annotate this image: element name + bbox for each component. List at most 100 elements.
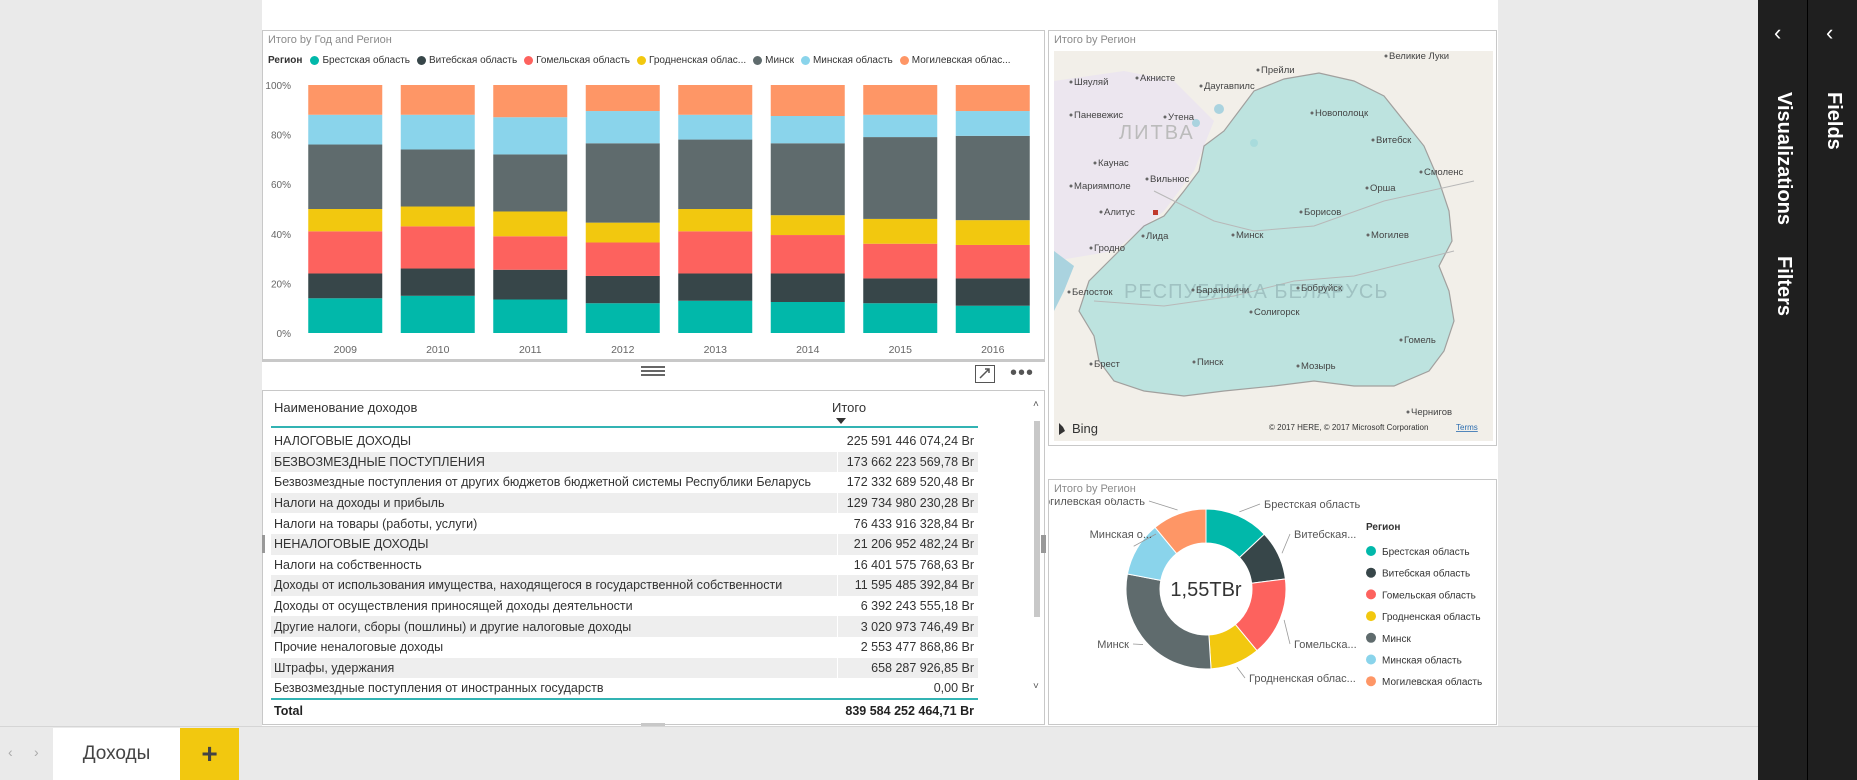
table-row[interactable]: Налоги на доходы и прибыль 129 734 980 23… <box>271 492 978 514</box>
cell-divider <box>837 554 838 576</box>
total-value: 839 584 252 464,71 Br <box>845 704 974 718</box>
scroll-up-icon[interactable]: ˄ <box>1033 399 1039 410</box>
table-row[interactable]: Прочие неналоговые доходы 2 553 477 868,8… <box>271 637 978 658</box>
table-row[interactable]: Штрафы, удержания 658 287 926,85 Br <box>271 657 978 679</box>
prev-page-icon[interactable]: ‹ <box>8 744 13 760</box>
table-row[interactable]: Доходы от осуществления приносящей доход… <box>271 595 978 617</box>
table-row[interactable]: Другие налоги, сборы (пошлины) и другие … <box>271 616 978 637</box>
legend-item[interactable]: Минская область <box>800 55 893 66</box>
bar-segment <box>308 114 383 145</box>
stacked-bar-chart: 0% 20% 40% 60% 80% 100% 2009 2010 2011 2012 2013 20… <box>265 81 1030 356</box>
scrollbar[interactable]: ˄ ˅ <box>1031 399 1043 695</box>
city-marker <box>1406 410 1410 414</box>
resize-handle[interactable] <box>262 360 1045 362</box>
column-header-total[interactable]: Итого <box>832 400 867 415</box>
collapse-visualizations-icon[interactable]: ‹ <box>1774 20 1782 45</box>
collapse-fields-icon[interactable]: ‹ <box>1826 20 1834 45</box>
resize-handle-right[interactable] <box>1041 535 1046 553</box>
y-tick-label: 60% <box>271 180 291 191</box>
page-tab-income[interactable]: Доходы <box>53 728 180 780</box>
cell-total: 11 595 485 392,84 Br <box>854 578 974 593</box>
city-label: Акнисте <box>1140 73 1175 84</box>
legend-item[interactable]: Витебская область <box>416 55 518 66</box>
cell-name: Налоги на доходы и прибыль <box>274 496 445 511</box>
legend-item[interactable]: Гомельская область <box>524 55 630 66</box>
city-marker <box>1256 68 1260 72</box>
bar-segment <box>585 222 660 243</box>
legend-item[interactable]: Минск <box>753 55 794 66</box>
legend-dot <box>800 56 810 65</box>
table-body: НАЛОГОВЫЕ ДОХОДЫ 225 591 446 074,24 Br БЕЗ… <box>263 391 1044 699</box>
legend-label: Гродненская облас... <box>649 55 747 66</box>
cell-total: 6 392 243 555,18 Br <box>860 599 974 614</box>
x-tick-label: 2015 <box>889 344 913 356</box>
lithuania-region <box>1054 71 1214 261</box>
city-label: Утена <box>1168 112 1195 123</box>
table-row[interactable]: Безвозмездные поступления от других бюдж… <box>271 472 978 493</box>
table-row[interactable]: Налоги на товары (работы, услуги) 76 433 … <box>271 513 978 534</box>
slice-leader-line <box>1132 643 1144 645</box>
city-label: Прейли <box>1261 65 1295 76</box>
x-tick-label: 2014 <box>796 344 820 356</box>
drag-grip[interactable] <box>641 366 665 376</box>
table-row[interactable]: НАЛОГОВЫЕ ДОХОДЫ 225 591 446 074,24 Br <box>271 431 978 452</box>
cell-divider <box>837 678 838 699</box>
y-tick-label: 100% <box>265 81 291 92</box>
table-row[interactable]: НЕНАЛОГОВЫЕ ДОХОДЫ 21 206 952 482,24 Br <box>271 534 978 555</box>
more-options-icon[interactable]: ••• <box>1010 362 1035 384</box>
sort-desc-icon[interactable] <box>836 418 846 424</box>
city-label: Смоленс <box>1424 167 1464 178</box>
city-label: Гродно <box>1094 243 1125 254</box>
country-label: РЕСПУБЛИКА БЕЛАРУСЬ <box>1124 281 1388 303</box>
bar-segment <box>585 111 660 144</box>
bar-segment <box>400 206 475 227</box>
focus-mode-icon[interactable] <box>975 365 995 383</box>
legend-label: Могилевская область <box>1382 676 1482 688</box>
table-total-row: Total 839 584 252 464,71 Br <box>271 698 978 722</box>
city-label: Шяуляй <box>1074 77 1108 88</box>
fields-pane-tab[interactable]: Fields <box>1823 92 1845 150</box>
bar-segment <box>400 114 475 150</box>
bar-segment <box>863 137 938 219</box>
slice-label: Минск <box>1097 639 1129 651</box>
bar-segment <box>863 243 938 279</box>
donut-visual[interactable]: Итого by Регион Брестская область Витебск… <box>1048 479 1497 725</box>
city-marker <box>1365 186 1369 190</box>
map-visual[interactable]: Итого by Регион ЛИТВА РЕСПУБЛИКА БЕЛАРУСЬ… <box>1048 30 1497 446</box>
bar-segment <box>585 143 660 223</box>
legend-item[interactable]: Могилевская облас... <box>899 55 1011 66</box>
add-page-button[interactable]: + <box>180 728 239 780</box>
cell-name: НЕНАЛОГОВЫЕ ДОХОДЫ <box>274 537 429 552</box>
legend-item[interactable]: Гродненская облас... <box>637 55 746 66</box>
cell-name: Безвозмездные поступления от иностранных… <box>274 681 604 696</box>
map-terms-link[interactable]: Terms <box>1456 423 1478 432</box>
legend-label: Минская область <box>1382 655 1462 667</box>
table-row[interactable]: Безвозмездные поступления от иностранных… <box>271 678 978 699</box>
legend-label: Витебская область <box>428 55 518 66</box>
next-page-icon[interactable]: › <box>34 744 39 760</box>
x-tick-label: 2013 <box>704 344 728 356</box>
cell-name: Налоги на товары (работы, услуги) <box>274 516 478 531</box>
table-row[interactable]: БЕЗВОЗМЕЗДНЫЕ ПОСТУПЛЕНИЯ 173 662 223 569… <box>271 451 978 473</box>
column-header-name[interactable]: Наименование доходов <box>274 400 418 415</box>
city-marker <box>1384 54 1388 58</box>
filled-map[interactable]: ЛИТВА РЕСПУБЛИКА БЕЛАРУСЬ Великие Луки Прей… <box>1054 51 1493 441</box>
bar-segment <box>585 303 660 333</box>
scroll-down-icon[interactable]: ˅ <box>1033 681 1039 692</box>
city-label: Гомель <box>1404 335 1436 346</box>
legend-item[interactable]: Брестская область <box>310 55 410 66</box>
city-marker <box>1135 76 1139 80</box>
table-row[interactable]: Доходы от использования имущества, наход… <box>271 575 978 596</box>
legend-dot <box>1366 611 1376 622</box>
bar-segment <box>955 111 1030 136</box>
resize-handle-bottom[interactable] <box>641 723 665 726</box>
cell-name: БЕЗВОЗМЕЗДНЫЕ ПОСТУПЛЕНИЯ <box>274 454 485 469</box>
table-row[interactable]: Налоги на собственность 16 401 575 768,63… <box>271 554 978 576</box>
visualizations-pane-tab[interactable]: Visualizations <box>1773 92 1795 226</box>
filters-pane-tab[interactable]: Filters <box>1773 256 1795 317</box>
stacked-bar-visual[interactable]: Итого by Год and Регион Регион Брестская… <box>262 30 1045 360</box>
table-visual[interactable]: Наименование доходов Итого НАЛОГОВЫЕ ДОХ… <box>262 390 1045 725</box>
resize-handle-left[interactable] <box>262 535 265 553</box>
scrollbar-thumb[interactable] <box>1034 421 1040 617</box>
city-label: Даугавпилс <box>1204 81 1255 92</box>
